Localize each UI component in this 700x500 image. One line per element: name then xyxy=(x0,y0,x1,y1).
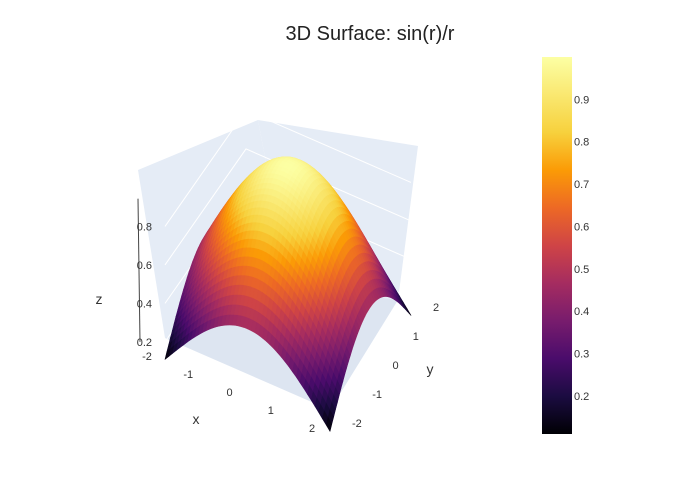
z-gridline xyxy=(164,148,412,266)
y-tick-label: -1 xyxy=(372,389,382,401)
x-tick-label: -1 xyxy=(183,369,193,381)
y-tick-label: 2 xyxy=(433,302,439,314)
z-tick-label: 0.8 xyxy=(137,221,152,233)
x-tick-label: 2 xyxy=(309,423,315,435)
x-axis-title: x xyxy=(193,411,200,427)
y-axis-ticks: -2 -1 0 1 2 xyxy=(352,302,439,430)
colorbar-gradient xyxy=(542,57,572,434)
surface-cell xyxy=(325,417,333,432)
y-tick-label: 0 xyxy=(393,360,399,372)
colorbar-tick-label: 0.4 xyxy=(574,306,589,318)
colorbar-tick-label: 0.2 xyxy=(574,391,589,403)
chart-title: 3D Surface: sin(r)/r xyxy=(286,23,455,45)
scene-3d[interactable]: 0.2 0.4 0.6 0.8 -2 -1 0 1 2 -2 -1 0 1 2 xyxy=(137,109,439,435)
y-tick-label: 1 xyxy=(413,331,419,343)
colorbar-tick-label: 0.6 xyxy=(574,221,589,233)
z-axis-title: z xyxy=(96,291,103,307)
axis-lines xyxy=(137,198,141,342)
colorbar-tick-label: 0.5 xyxy=(574,264,589,276)
y-tick-label: -2 xyxy=(352,418,362,430)
x-tick-label: 0 xyxy=(226,387,232,399)
z-tick-label: 0.2 xyxy=(137,337,152,349)
x-tick-label: 1 xyxy=(268,405,274,417)
y-axis-title: y xyxy=(427,361,434,377)
colorbar-ticks: 0.2 0.3 0.4 0.5 0.6 0.7 0.8 0.9 xyxy=(574,94,589,403)
colorbar-tick-label: 0.3 xyxy=(574,349,589,361)
z-tick-label: 0.4 xyxy=(137,298,152,310)
x-tick-label: -2 xyxy=(142,351,152,363)
z-tick-label: 0.6 xyxy=(137,260,152,272)
z-axis-line xyxy=(137,198,141,342)
colorbar-tick-label: 0.9 xyxy=(574,94,589,106)
colorbar-tick-label: 0.7 xyxy=(574,179,589,191)
z-gridline xyxy=(164,109,412,227)
colorbar-tick-label: 0.8 xyxy=(574,137,589,149)
z-axis-ticks: 0.2 0.4 0.6 0.8 xyxy=(137,221,152,348)
x-axis-ticks: -2 -1 0 1 2 xyxy=(142,351,315,435)
surface-mesh xyxy=(164,156,412,432)
colorbar: 0.2 0.3 0.4 0.5 0.6 0.7 0.8 0.9 xyxy=(542,57,589,434)
